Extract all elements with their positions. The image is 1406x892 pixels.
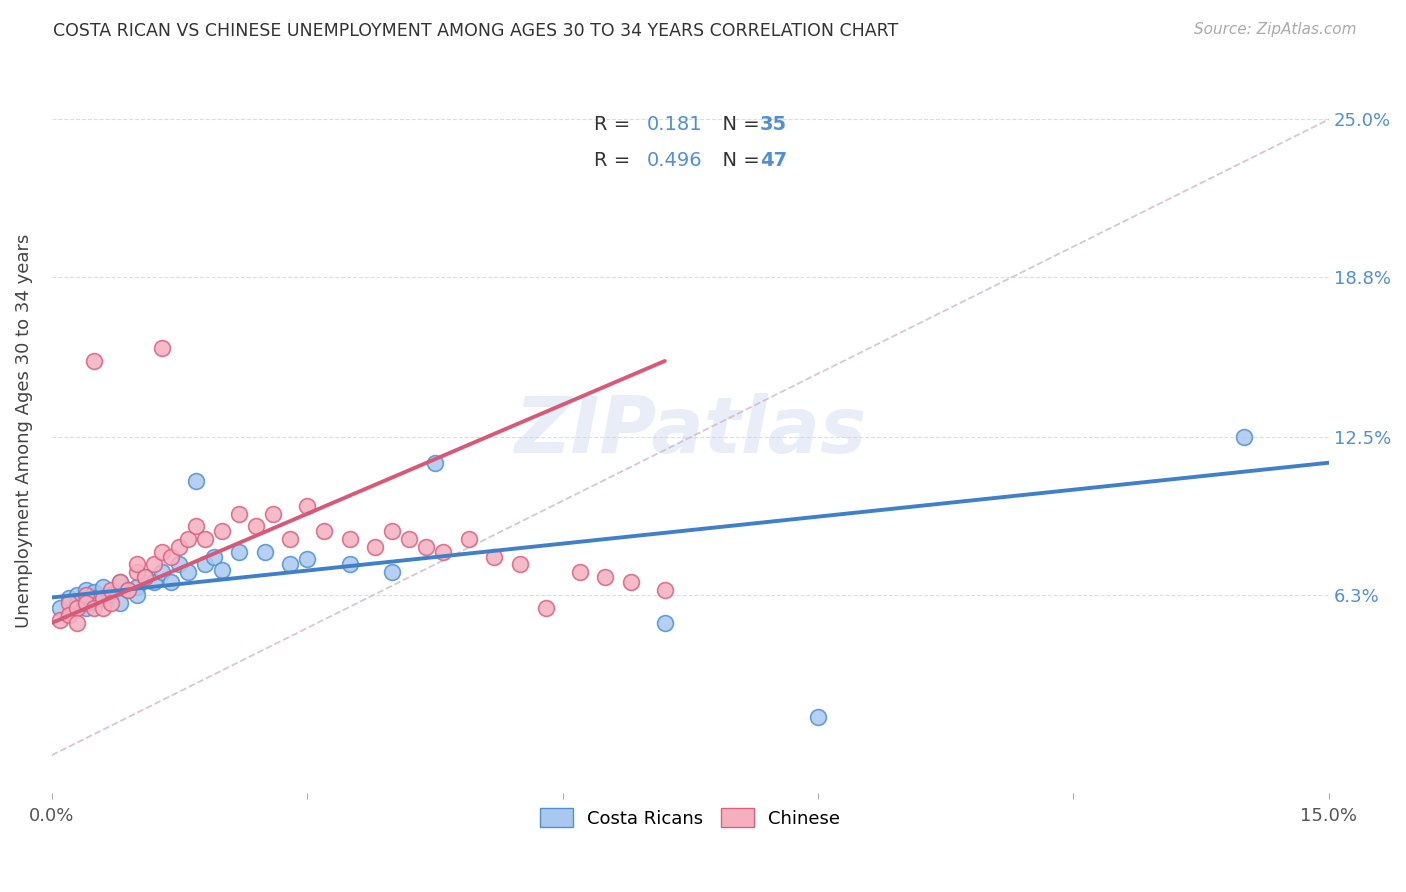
- Point: [262, 507, 284, 521]
- Text: COSTA RICAN VS CHINESE UNEMPLOYMENT AMONG AGES 30 TO 34 YEARS CORRELATION CHART: COSTA RICAN VS CHINESE UNEMPLOYMENT AMON…: [53, 22, 898, 40]
- Point: [152, 565, 174, 579]
- Text: ZIPatlas: ZIPatlas: [515, 393, 866, 469]
- Point: [620, 575, 643, 590]
- Point: [117, 582, 139, 597]
- Point: [278, 532, 301, 546]
- Point: [58, 596, 80, 610]
- Point: [152, 341, 174, 355]
- Point: [211, 524, 233, 539]
- Point: [66, 596, 89, 610]
- Point: [654, 582, 676, 597]
- Point: [339, 532, 361, 546]
- Point: [91, 600, 114, 615]
- Text: N =: N =: [710, 152, 766, 170]
- Point: [253, 545, 276, 559]
- Point: [381, 565, 404, 579]
- Point: [83, 600, 105, 615]
- Point: [108, 596, 131, 610]
- Text: 47: 47: [759, 152, 787, 170]
- Point: [100, 596, 122, 610]
- Point: [194, 558, 217, 572]
- Point: [75, 596, 97, 610]
- Point: [186, 519, 208, 533]
- Point: [108, 575, 131, 590]
- Point: [125, 588, 148, 602]
- Point: [91, 580, 114, 594]
- Point: [245, 519, 267, 533]
- Point: [49, 600, 72, 615]
- Point: [91, 591, 114, 605]
- Point: [83, 585, 105, 599]
- Text: R =: R =: [593, 115, 637, 134]
- Point: [142, 558, 165, 572]
- Point: [568, 565, 591, 579]
- Point: [593, 570, 616, 584]
- Point: [117, 582, 139, 597]
- Point: [186, 474, 208, 488]
- Point: [381, 524, 404, 539]
- Point: [415, 540, 437, 554]
- Point: [49, 614, 72, 628]
- Point: [125, 558, 148, 572]
- Point: [807, 710, 830, 724]
- Legend: Costa Ricans, Chinese: Costa Ricans, Chinese: [533, 801, 848, 835]
- Text: 0.496: 0.496: [647, 152, 703, 170]
- Point: [278, 558, 301, 572]
- Point: [66, 588, 89, 602]
- Point: [160, 549, 183, 564]
- Point: [100, 582, 122, 597]
- Point: [160, 575, 183, 590]
- Text: N =: N =: [710, 115, 766, 134]
- Point: [228, 507, 250, 521]
- Point: [169, 558, 191, 572]
- Point: [458, 532, 481, 546]
- Point: [169, 540, 191, 554]
- Point: [75, 588, 97, 602]
- Point: [134, 570, 156, 584]
- Point: [194, 532, 217, 546]
- Point: [484, 549, 506, 564]
- Point: [177, 532, 200, 546]
- Point: [423, 456, 446, 470]
- Point: [75, 600, 97, 615]
- Point: [75, 582, 97, 597]
- Point: [211, 563, 233, 577]
- Point: [364, 540, 387, 554]
- Point: [295, 499, 318, 513]
- Point: [509, 558, 531, 572]
- Point: [295, 552, 318, 566]
- Text: R =: R =: [593, 152, 637, 170]
- Point: [339, 558, 361, 572]
- Point: [83, 591, 105, 605]
- Point: [228, 545, 250, 559]
- Point: [152, 545, 174, 559]
- Point: [314, 524, 336, 539]
- Text: 35: 35: [759, 115, 787, 134]
- Point: [58, 608, 80, 623]
- Point: [58, 591, 80, 605]
- Point: [108, 575, 131, 590]
- Point: [134, 570, 156, 584]
- Point: [83, 354, 105, 368]
- Point: [66, 600, 89, 615]
- Point: [142, 575, 165, 590]
- Point: [534, 600, 557, 615]
- Text: 0.181: 0.181: [647, 115, 703, 134]
- Point: [202, 549, 225, 564]
- Point: [125, 565, 148, 579]
- Point: [100, 588, 122, 602]
- Point: [654, 615, 676, 630]
- Point: [1233, 430, 1256, 444]
- Point: [398, 532, 420, 546]
- Text: Source: ZipAtlas.com: Source: ZipAtlas.com: [1194, 22, 1357, 37]
- Point: [66, 615, 89, 630]
- Point: [177, 565, 200, 579]
- Y-axis label: Unemployment Among Ages 30 to 34 years: Unemployment Among Ages 30 to 34 years: [15, 234, 32, 628]
- Point: [125, 580, 148, 594]
- Point: [432, 545, 454, 559]
